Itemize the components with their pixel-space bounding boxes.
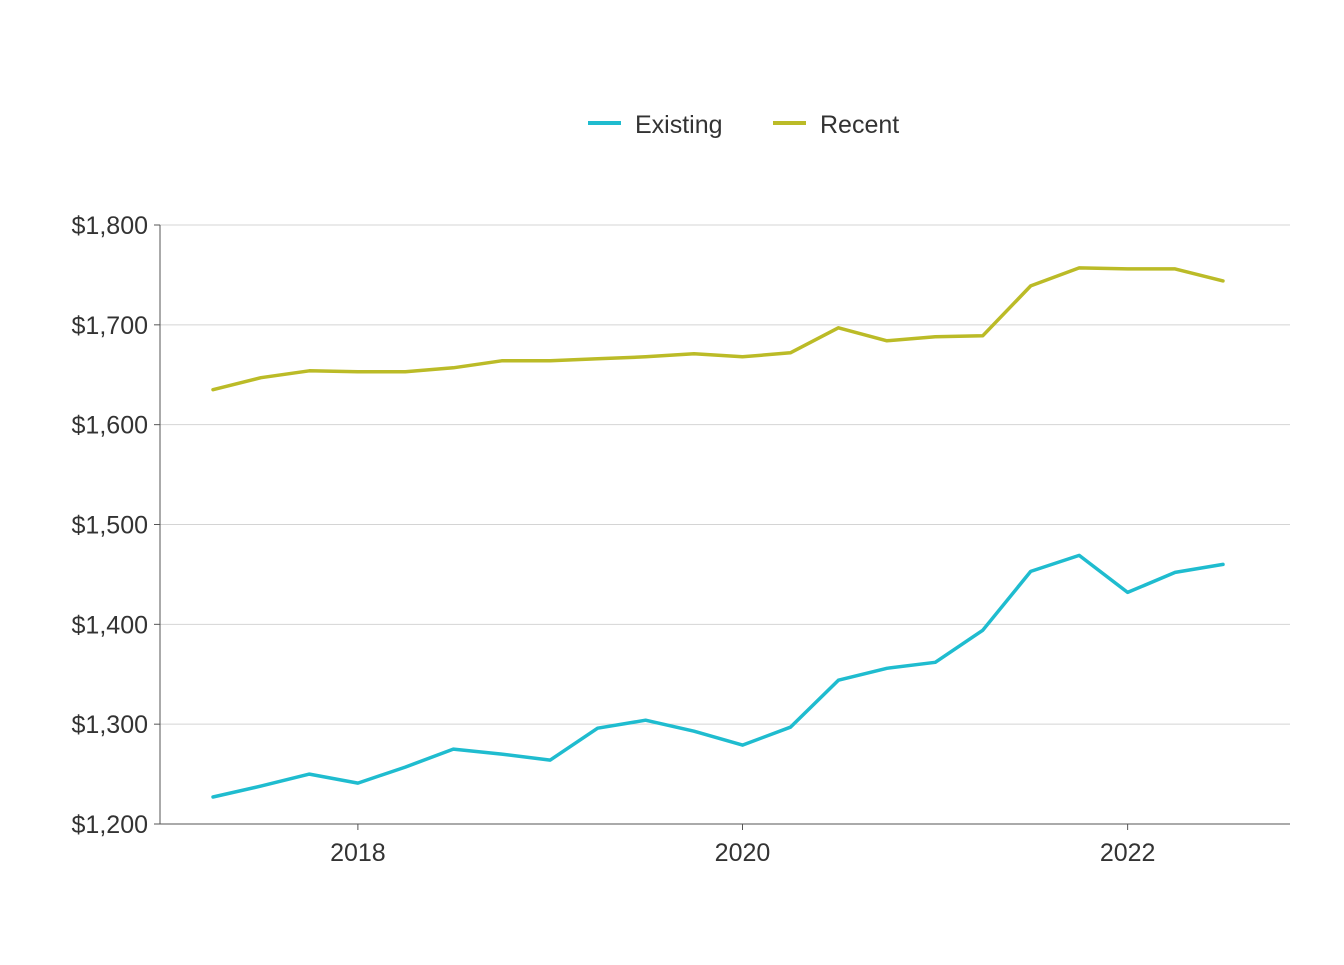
y-tick-label: $1,600 xyxy=(72,412,148,440)
y-tick-label: $1,300 xyxy=(72,711,148,739)
legend-item-recent: Recent xyxy=(773,111,899,139)
legend-label: Existing xyxy=(635,111,723,139)
x-tick-label: 2018 xyxy=(330,839,386,867)
legend-label: Recent xyxy=(820,111,899,139)
x-tick-label: 2022 xyxy=(1100,839,1156,867)
grid-lines xyxy=(160,225,1290,724)
series-line-recent xyxy=(213,268,1223,390)
y-tick-label: $1,200 xyxy=(72,811,148,839)
legend: Existing Recent xyxy=(588,111,899,139)
y-tick-label: $1,500 xyxy=(72,512,148,540)
y-tick-label: $1,400 xyxy=(72,611,148,639)
series-lines xyxy=(213,268,1223,797)
x-tick-label: 2020 xyxy=(715,839,771,867)
y-tick-label: $1,700 xyxy=(72,312,148,340)
axes: $1,200 $1,300 $1,400 $1,500 $1,600 $1,700 $1,8… xyxy=(72,212,1290,867)
y-tick-label: $1,800 xyxy=(72,212,148,240)
series-line-existing xyxy=(213,555,1223,797)
legend-item-existing: Existing xyxy=(588,111,723,139)
